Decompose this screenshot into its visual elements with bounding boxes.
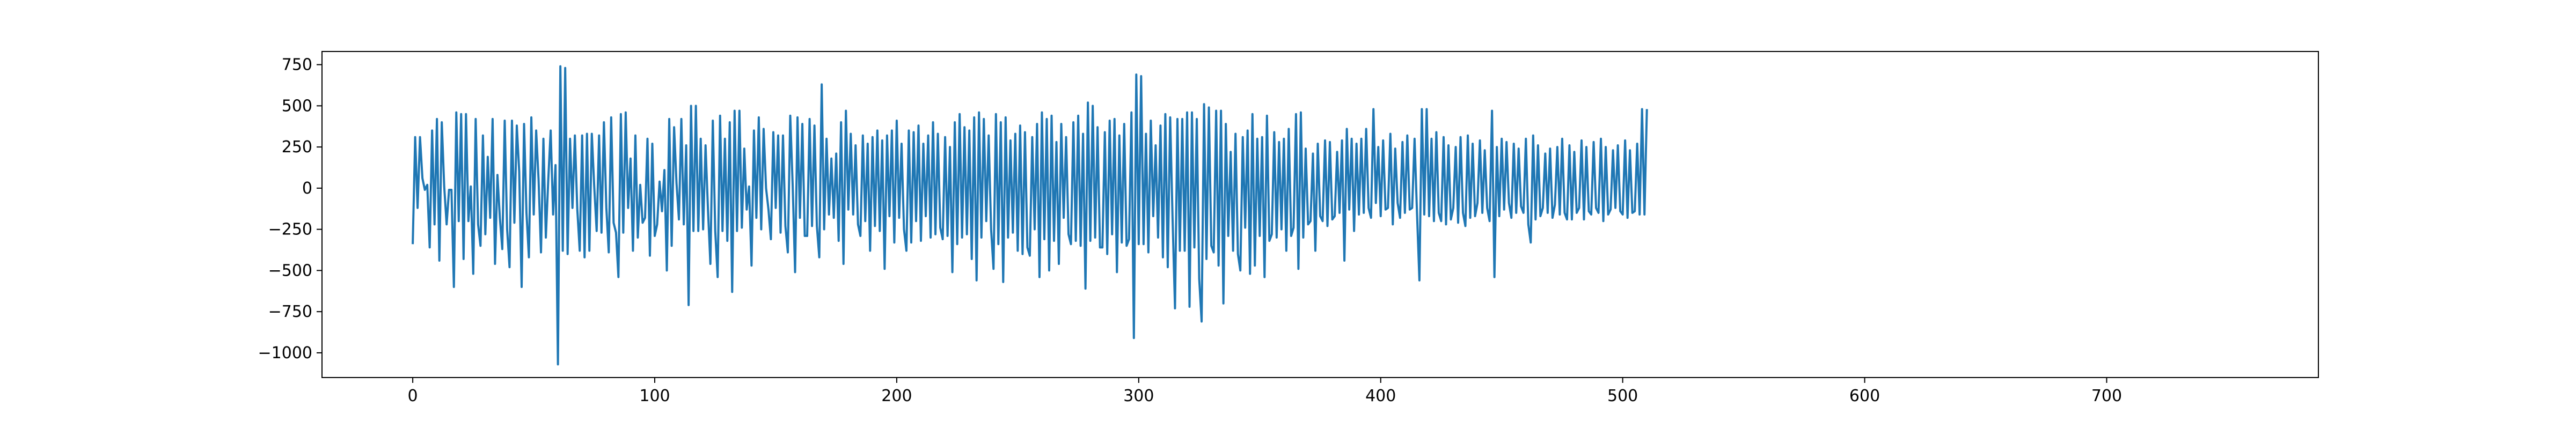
x-tick-label: 500 [1607,387,1638,405]
y-tick-label: −500 [268,261,312,280]
x-tick-label: 700 [2091,387,2122,405]
plot-frame [321,51,2319,378]
y-axis: −1000 −750 −500 −250 0 250 500 750 [258,56,322,363]
y-tick-label: 500 [282,97,312,115]
x-tick-label: 600 [1849,387,1880,405]
y-tick-label: 750 [282,56,312,75]
y-tick-label: −1000 [258,344,312,363]
x-tick-label: 100 [639,387,670,405]
y-tick-label: −250 [268,220,312,239]
series-layer [412,65,1648,366]
x-tick-label: 0 [408,387,418,405]
y-tick-label: 0 [302,179,312,198]
series-line-0 [412,65,1648,366]
x-tick-label: 400 [1365,387,1396,405]
x-axis: 0 100 200 300 400 500 600 700 [408,378,2122,405]
x-tick-label: 200 [881,387,912,405]
y-tick-label: −750 [268,302,312,321]
x-tick-label: 300 [1123,387,1154,405]
y-tick-label: 250 [282,138,312,157]
